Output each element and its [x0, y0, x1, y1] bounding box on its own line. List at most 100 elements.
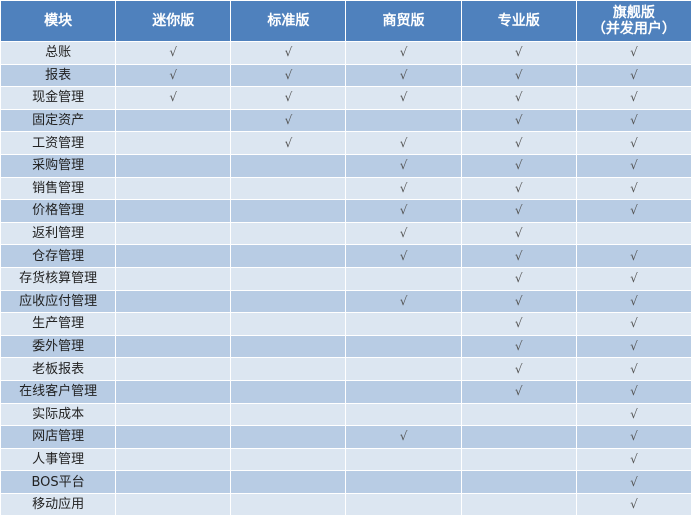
empty-cell: [115, 379, 232, 404]
check-cell: √: [345, 131, 462, 155]
empty-cell: [230, 425, 347, 449]
module-cell: 返利管理: [0, 221, 117, 246]
check-cell: √: [345, 86, 462, 110]
empty-cell: [460, 402, 577, 427]
check-cell: √: [575, 108, 692, 133]
empty-cell: [230, 357, 347, 381]
empty-cell: [460, 447, 577, 472]
check-cell: √: [575, 41, 692, 65]
empty-cell: [460, 425, 577, 449]
check-cell: √: [345, 199, 462, 223]
check-cell: √: [460, 63, 577, 88]
header-cell: 迷你版: [115, 0, 232, 42]
check-cell: √: [575, 402, 692, 427]
table-row: 人事管理 √: [0, 447, 692, 472]
module-cell: 在线客户管理: [0, 379, 117, 404]
check-cell: √: [575, 131, 692, 155]
check-cell: √: [460, 244, 577, 268]
empty-cell: [230, 312, 347, 336]
module-cell: 应收应付管理: [0, 289, 117, 314]
empty-cell: [230, 244, 347, 268]
empty-cell: [115, 470, 232, 494]
empty-cell: [115, 357, 232, 381]
check-cell: √: [115, 63, 232, 88]
table-row: 总账 √ √ √ √ √: [0, 41, 692, 65]
empty-cell: [115, 312, 232, 336]
check-cell: √: [460, 289, 577, 314]
empty-cell: [345, 312, 462, 336]
empty-cell: [115, 289, 232, 314]
check-cell: √: [460, 266, 577, 291]
check-cell: √: [575, 357, 692, 381]
module-cell: 存货核算管理: [0, 266, 117, 291]
check-cell: √: [115, 41, 232, 65]
empty-cell: [230, 379, 347, 404]
table-row: 在线客户管理 √ √: [0, 379, 692, 404]
table-row: BOS平台 √: [0, 470, 692, 494]
empty-cell: [230, 492, 347, 517]
header-row: 模块 迷你版 标准版 商贸版 专业版 旗舰版 （并发用户）: [0, 0, 692, 42]
table-body: 总账 √ √ √ √ √ 报表 √ √ √ √ √ 现金管理 √ √ √ √ √ 固定资产 √ √ √ 工资管理 √ √ √ √ 采购…: [0, 41, 692, 517]
module-cell: 委外管理: [0, 334, 117, 359]
empty-cell: [575, 221, 692, 246]
header-cell: 专业版: [460, 0, 577, 42]
empty-cell: [230, 334, 347, 359]
empty-cell: [230, 447, 347, 472]
table-row: 实际成本 √: [0, 402, 692, 427]
empty-cell: [345, 266, 462, 291]
check-cell: √: [575, 447, 692, 472]
check-cell: √: [575, 244, 692, 268]
check-cell: √: [460, 41, 577, 65]
empty-cell: [345, 357, 462, 381]
check-cell: √: [460, 312, 577, 336]
check-cell: √: [460, 176, 577, 201]
check-cell: √: [460, 153, 577, 178]
module-cell: BOS平台: [0, 470, 117, 494]
check-cell: √: [460, 86, 577, 110]
header-cell: 旗舰版 （并发用户）: [575, 0, 692, 42]
table-row: 老板报表 √ √: [0, 357, 692, 381]
module-cell: 仓存管理: [0, 244, 117, 268]
empty-cell: [230, 153, 347, 178]
header-cell: 标准版: [230, 0, 347, 42]
empty-cell: [115, 266, 232, 291]
check-cell: √: [460, 199, 577, 223]
table-row: 销售管理 √ √ √: [0, 176, 692, 201]
empty-cell: [460, 470, 577, 494]
table-row: 价格管理 √ √ √: [0, 199, 692, 223]
check-cell: √: [345, 289, 462, 314]
check-cell: √: [460, 131, 577, 155]
empty-cell: [115, 492, 232, 517]
check-cell: √: [345, 153, 462, 178]
module-cell: 移动应用: [0, 492, 117, 517]
check-cell: √: [230, 63, 347, 88]
module-cell: 价格管理: [0, 199, 117, 223]
check-cell: √: [345, 176, 462, 201]
check-cell: √: [575, 425, 692, 449]
table-row: 现金管理 √ √ √ √ √: [0, 86, 692, 110]
empty-cell: [345, 334, 462, 359]
check-cell: √: [575, 289, 692, 314]
table-row: 固定资产 √ √ √: [0, 108, 692, 133]
check-cell: √: [575, 199, 692, 223]
check-cell: √: [230, 131, 347, 155]
table-row: 仓存管理 √ √ √: [0, 244, 692, 268]
module-cell: 现金管理: [0, 86, 117, 110]
check-cell: √: [345, 244, 462, 268]
module-cell: 固定资产: [0, 108, 117, 133]
check-cell: √: [460, 221, 577, 246]
header-cell: 模块: [0, 0, 117, 42]
empty-cell: [115, 425, 232, 449]
check-cell: √: [460, 379, 577, 404]
empty-cell: [230, 470, 347, 494]
empty-cell: [345, 108, 462, 133]
check-cell: √: [230, 86, 347, 110]
empty-cell: [115, 176, 232, 201]
empty-cell: [115, 244, 232, 268]
module-cell: 网店管理: [0, 425, 117, 449]
module-cell: 工资管理: [0, 131, 117, 155]
empty-cell: [345, 402, 462, 427]
module-cell: 老板报表: [0, 357, 117, 381]
header-cell: 商贸版: [345, 0, 462, 42]
